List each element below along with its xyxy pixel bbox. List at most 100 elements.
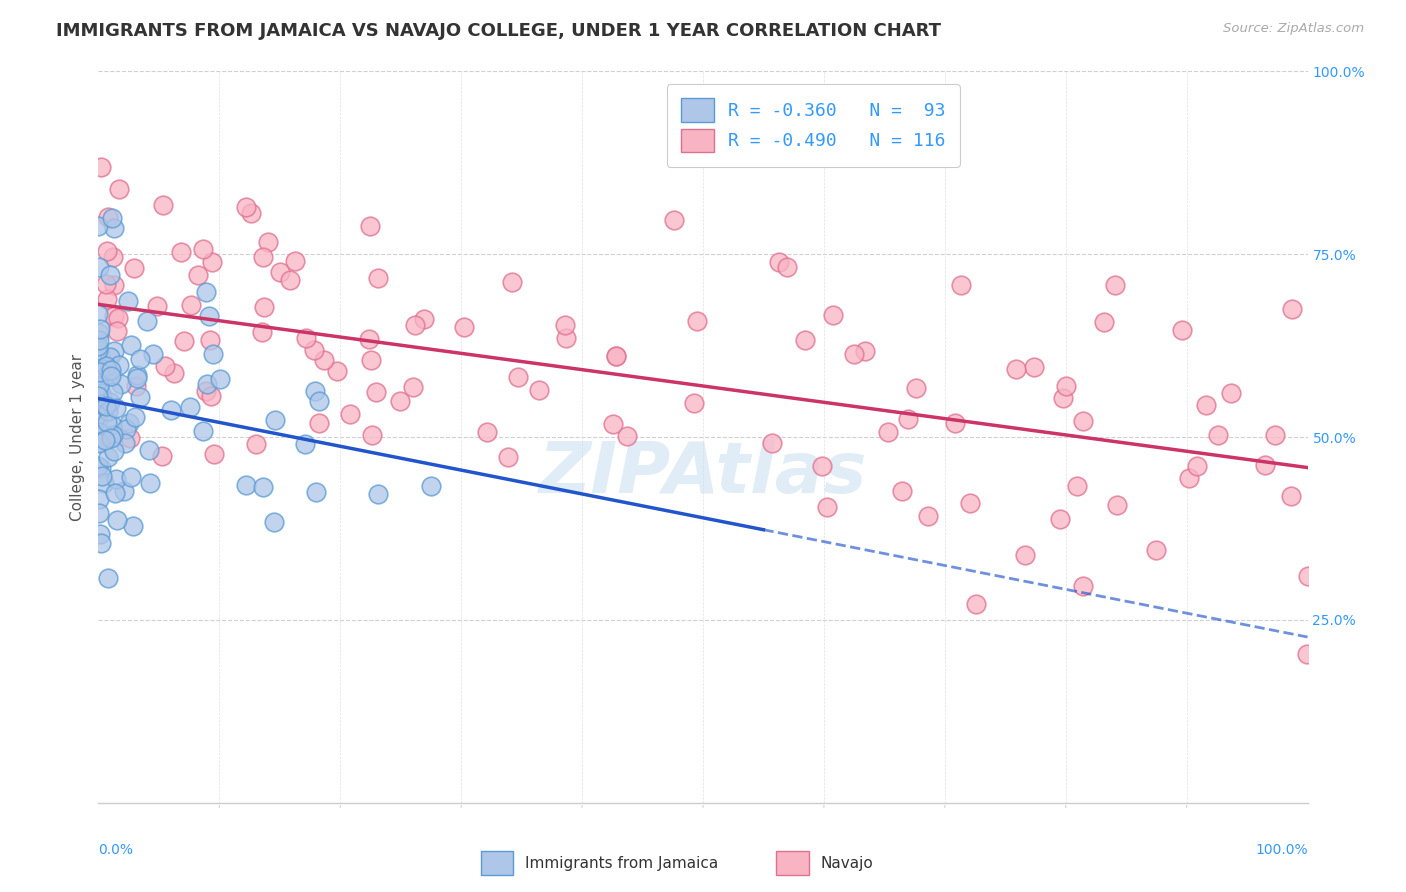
Point (1296, 569, 1319, 583)
Point (761, 436, 783, 450)
Point (173, 334, 195, 349)
Point (135, 314, 157, 328)
Point (1005, 362, 1028, 376)
Point (1104, 278, 1126, 293)
Point (150, 449, 173, 463)
Point (235, 200, 257, 214)
Point (94, 430, 117, 444)
Point (117, 293, 139, 308)
Point (103, 444, 125, 458)
Point (160, 403, 183, 417)
Point (87, 415, 110, 429)
Bar (481, 851, 513, 875)
Point (152, 198, 174, 212)
Point (364, 385, 387, 400)
Point (263, 515, 285, 529)
Point (683, 395, 706, 409)
Point (257, 235, 280, 250)
Point (896, 412, 918, 426)
Point (284, 254, 307, 268)
Point (112, 484, 135, 499)
Point (122, 519, 145, 533)
Point (103, 344, 125, 359)
Text: IMMIGRANTS FROM JAMAICA VS NAVAJO COLLEGE, UNDER 1 YEAR CORRELATION CHART: IMMIGRANTS FROM JAMAICA VS NAVAJO COLLEG… (56, 22, 941, 40)
Point (195, 285, 218, 300)
Point (389, 393, 412, 408)
Point (527, 383, 550, 397)
Point (103, 221, 125, 235)
Text: ZIPAtlas: ZIPAtlas (538, 439, 868, 508)
Point (93, 475, 115, 490)
Point (91, 362, 114, 376)
Point (114, 436, 136, 450)
Point (89, 436, 111, 450)
Point (124, 409, 146, 424)
Point (198, 309, 221, 323)
Point (1281, 302, 1303, 317)
Point (138, 442, 160, 457)
Point (125, 379, 148, 393)
Point (245, 437, 267, 451)
Point (959, 496, 981, 510)
Point (90, 468, 112, 483)
Point (917, 509, 939, 524)
Point (105, 472, 128, 486)
Point (305, 485, 328, 500)
Point (98, 395, 121, 409)
Point (844, 347, 866, 361)
Point (664, 213, 686, 227)
Point (87, 333, 110, 347)
Point (97, 369, 120, 384)
Point (616, 429, 638, 443)
Point (89, 365, 111, 379)
Point (1066, 479, 1088, 493)
Point (1144, 543, 1167, 558)
Point (278, 273, 301, 287)
Point (453, 320, 475, 334)
Point (114, 422, 136, 436)
Point (506, 369, 529, 384)
Point (87, 506, 110, 520)
Point (96, 211, 118, 225)
Point (877, 425, 900, 440)
Point (129, 352, 152, 367)
Point (326, 364, 349, 378)
Point (96, 292, 118, 306)
Point (89, 379, 111, 393)
Point (89, 346, 111, 360)
Point (201, 255, 224, 269)
Point (101, 384, 124, 399)
Point (357, 332, 380, 346)
Point (162, 367, 184, 381)
Point (904, 380, 927, 394)
Point (1092, 315, 1115, 329)
Point (1171, 323, 1194, 337)
Point (1254, 458, 1277, 472)
Point (501, 275, 523, 289)
Point (103, 277, 125, 292)
Point (98, 268, 121, 282)
Point (198, 333, 221, 347)
Point (101, 428, 124, 442)
Point (197, 376, 219, 391)
Point (554, 318, 576, 332)
Point (605, 350, 627, 364)
Point (87, 409, 110, 424)
Point (1054, 379, 1077, 393)
Point (90, 386, 112, 401)
Text: 0.0%: 0.0% (98, 843, 134, 857)
Point (477, 425, 499, 440)
Point (96, 416, 118, 430)
Point (180, 298, 202, 312)
Point (304, 384, 326, 399)
Point (202, 447, 225, 461)
Point (404, 318, 426, 333)
Point (794, 333, 817, 347)
Point (1014, 548, 1036, 562)
Point (360, 353, 382, 368)
Point (155, 359, 177, 373)
Point (96, 359, 118, 374)
Point (401, 380, 423, 394)
Point (170, 244, 193, 259)
Point (96, 244, 118, 258)
